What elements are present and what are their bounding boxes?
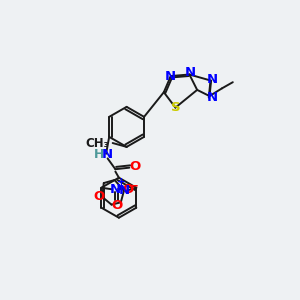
Text: O: O	[122, 183, 134, 196]
Text: −: −	[128, 180, 139, 193]
Text: N: N	[101, 148, 112, 161]
Text: S: S	[171, 101, 180, 114]
Text: N: N	[206, 91, 218, 104]
Text: O: O	[94, 190, 105, 203]
Text: +: +	[117, 177, 126, 187]
Text: CH₃: CH₃	[85, 137, 109, 150]
Text: N: N	[164, 70, 175, 83]
Text: O: O	[111, 199, 122, 212]
Text: N: N	[207, 73, 218, 85]
Text: H: H	[94, 148, 104, 161]
Text: N: N	[184, 67, 196, 80]
Text: O: O	[129, 160, 140, 172]
Text: N: N	[118, 184, 130, 197]
Text: N: N	[110, 183, 121, 196]
